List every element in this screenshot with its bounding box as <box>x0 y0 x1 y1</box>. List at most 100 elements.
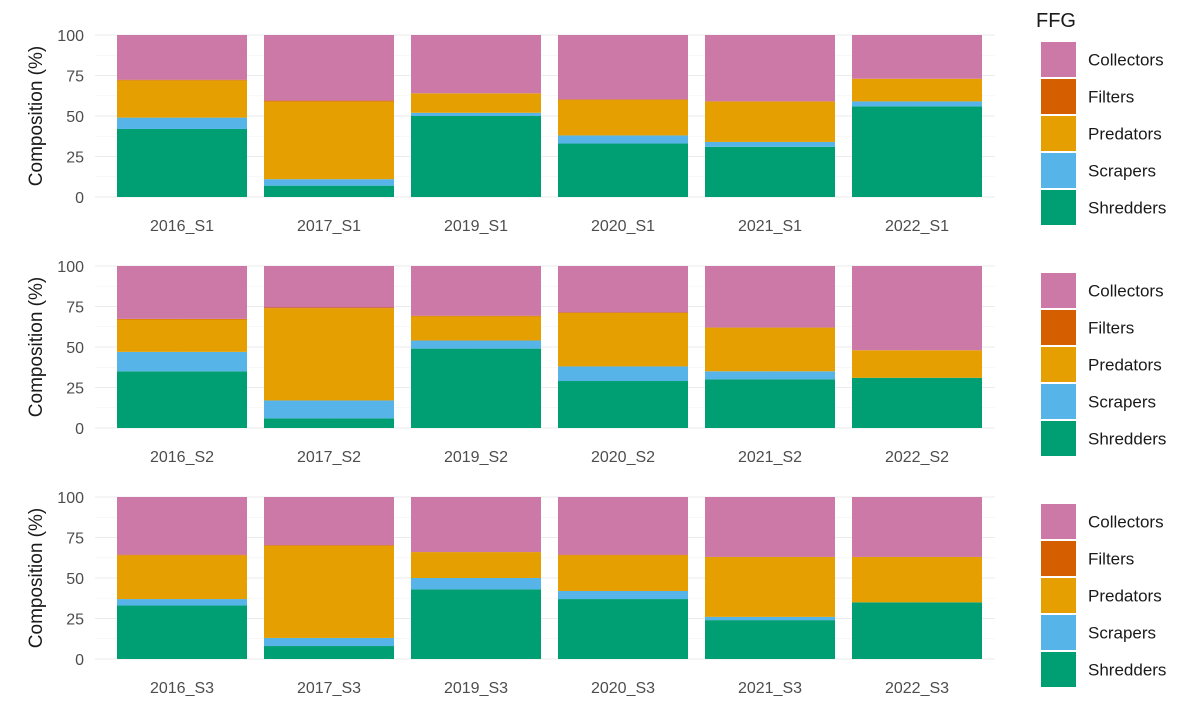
legend-swatch-collectors <box>1041 504 1076 539</box>
bar-segment-shredders <box>705 379 835 428</box>
bar-segment-collectors <box>411 35 541 94</box>
bar-segment-filters <box>117 554 247 556</box>
x-tick-label: 2017_S3 <box>297 680 361 697</box>
bar-segment-predators <box>117 319 247 352</box>
bar-segment-collectors <box>264 497 394 546</box>
bar-segment-collectors <box>411 497 541 553</box>
chart-panel-3: 0 25 50 75 100 Composition (%) 2016_S3 2017_S3 2… <box>26 490 995 697</box>
bar-segment-predators <box>117 80 247 118</box>
legend-swatch-predators <box>1041 347 1076 382</box>
bar-segment-scrapers <box>411 578 541 590</box>
bar-segment-shredders <box>117 128 247 197</box>
bar-segment-shredders <box>705 146 835 197</box>
bar-segment-predators <box>852 350 982 378</box>
bar-segment-collectors <box>705 266 835 328</box>
legend-swatch-filters <box>1041 79 1076 114</box>
bar-segment-predators <box>411 552 541 578</box>
bar-segment-filters <box>264 307 394 309</box>
bar-segment-collectors <box>411 266 541 316</box>
legend-swatch-filters <box>1041 541 1076 576</box>
bar-segment-filters <box>558 99 688 100</box>
bar-segment-collectors <box>558 266 688 313</box>
x-tick-label: 2022_S2 <box>885 449 949 466</box>
y-tick-label: 0 <box>75 190 84 207</box>
bar-segment-collectors <box>264 35 394 101</box>
y-tick-label: 100 <box>57 259 84 276</box>
x-tick-label: 2020_S1 <box>591 218 655 235</box>
bar-segment-collectors <box>852 35 982 79</box>
y-tick-label: 50 <box>66 340 84 357</box>
bar-segment-shredders <box>852 602 982 659</box>
chart-panel-2: 0 25 50 75 100 Composition (%) 2016_S2 2017_S2 2… <box>26 259 995 466</box>
legend-label-shredders: Shredders <box>1088 661 1166 680</box>
legend-swatch-predators <box>1041 116 1076 151</box>
legend-swatch-scrapers <box>1041 384 1076 419</box>
legend-swatch-collectors <box>1041 42 1076 77</box>
bar-segment-filters <box>264 100 394 102</box>
legend-swatch-shredders <box>1041 421 1076 456</box>
bar-segment-shredders <box>117 605 247 659</box>
bar-segment-scrapers <box>411 340 541 349</box>
bar-segment-shredders <box>558 599 688 659</box>
y-tick-label: 25 <box>66 381 84 398</box>
bar-segment-scrapers <box>411 112 541 116</box>
y-tick-label: 75 <box>66 69 84 86</box>
bar-segment-collectors <box>852 266 982 351</box>
bar-segment-collectors <box>558 497 688 555</box>
bar-segment-predators <box>264 545 394 638</box>
legend-label-predators: Predators <box>1088 125 1162 144</box>
bar-segment-predators <box>558 555 688 591</box>
y-axis-title: Composition (%) <box>26 508 47 648</box>
bar-segment-predators <box>411 93 541 113</box>
x-tick-label: 2020_S2 <box>591 449 655 466</box>
bar-segment-scrapers <box>264 179 394 186</box>
bar-segment-filters <box>558 554 688 556</box>
bar-segment-filters <box>264 545 394 546</box>
bar-segment-shredders <box>411 116 541 197</box>
bar-segment-filters <box>558 312 688 313</box>
x-tick-label: 2019_S3 <box>444 680 508 697</box>
x-tick-label: 2017_S1 <box>297 218 361 235</box>
legend-swatch-scrapers <box>1041 153 1076 188</box>
legend-swatch-shredders <box>1041 190 1076 225</box>
x-tick-label: 2022_S3 <box>885 680 949 697</box>
x-tick-label: 2020_S3 <box>591 680 655 697</box>
bar-segment-scrapers <box>705 616 835 621</box>
y-tick-label: 0 <box>75 652 84 669</box>
y-tick-label: 50 <box>66 571 84 588</box>
bar-segment-shredders <box>558 143 688 197</box>
y-axis-title: Composition (%) <box>26 46 47 186</box>
bar-segment-shredders <box>264 418 394 428</box>
legend-panel-1: Collectors Filters Predators Scrapers Shredd… <box>1041 42 1166 225</box>
legend-label-collectors: Collectors <box>1088 282 1164 301</box>
bar-segment-predators <box>852 556 982 603</box>
legend-label-filters: Filters <box>1088 88 1134 107</box>
x-tick-label: 2016_S3 <box>150 680 214 697</box>
legend-label-filters: Filters <box>1088 319 1134 338</box>
bar-segment-scrapers <box>558 135 688 144</box>
bar-segment-predators <box>558 312 688 367</box>
legend-swatch-shredders <box>1041 652 1076 687</box>
bar-segment-collectors <box>705 35 835 102</box>
y-axis-title: Composition (%) <box>26 277 47 417</box>
bar-segment-shredders <box>117 371 247 428</box>
bar-segment-scrapers <box>558 590 688 600</box>
x-tick-label: 2019_S2 <box>444 449 508 466</box>
chart-panel-1: 0 25 50 75 100 Composition (%) 2016_S1 2017_S1 2… <box>26 28 995 235</box>
legend-label-scrapers: Scrapers <box>1088 393 1156 412</box>
legend-swatch-scrapers <box>1041 615 1076 650</box>
bar-segment-scrapers <box>117 117 247 129</box>
legend-label-filters: Filters <box>1088 550 1134 569</box>
legend-label-scrapers: Scrapers <box>1088 162 1156 181</box>
x-tick-label: 2022_S1 <box>885 218 949 235</box>
bar-segment-collectors <box>117 497 247 555</box>
legend-swatch-predators <box>1041 578 1076 613</box>
x-tick-label: 2021_S2 <box>738 449 802 466</box>
bar-segment-filters <box>117 318 247 320</box>
bar-segment-collectors <box>264 266 394 308</box>
bar-segment-scrapers <box>117 351 247 372</box>
bar-segment-shredders <box>852 377 982 428</box>
bar-segment-collectors <box>705 497 835 557</box>
